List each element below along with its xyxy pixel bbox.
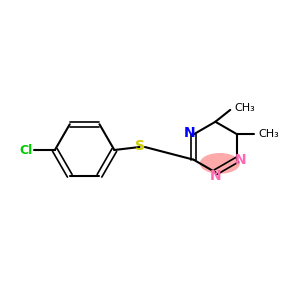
Text: N: N [184, 126, 196, 140]
Text: S: S [135, 139, 145, 152]
Text: N: N [235, 153, 247, 167]
Text: N: N [210, 169, 221, 183]
Text: Cl: Cl [19, 143, 33, 157]
Text: CH₃: CH₃ [258, 129, 279, 140]
Text: CH₃: CH₃ [235, 103, 256, 113]
Ellipse shape [200, 154, 239, 173]
